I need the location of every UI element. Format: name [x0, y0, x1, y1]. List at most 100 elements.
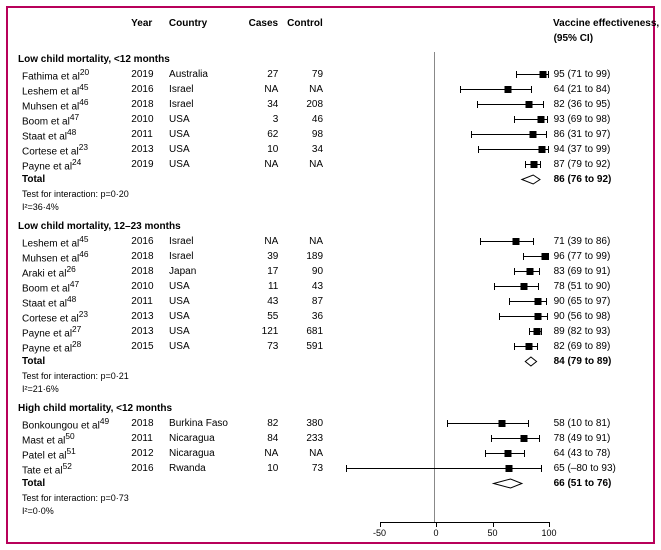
study-year: 2016 [131, 463, 169, 474]
forest-cell [323, 431, 548, 446]
study-ve: 94 (37 to 99) [548, 144, 643, 155]
point-estimate [534, 313, 541, 320]
forest-cell-total [323, 172, 548, 187]
forest-cell-total [323, 354, 548, 369]
forest-cell [323, 339, 548, 354]
study-control: 87 [278, 296, 323, 307]
study-ve: 90 (56 to 98) [548, 311, 643, 322]
study-row: Payne et al272013USA12168189 (82 to 93) [18, 324, 643, 339]
study-cases: 43 [239, 296, 279, 307]
study-cases: NA [239, 159, 279, 170]
total-row: Total84 (79 to 89) [18, 354, 643, 369]
forest-cell [323, 446, 548, 461]
study-ve: 87 (79 to 92) [548, 159, 643, 170]
study-year: 2010 [131, 114, 169, 125]
study-cases: 17 [239, 266, 279, 277]
forest-cell [323, 127, 548, 142]
study-cases: 55 [239, 311, 279, 322]
study-row: Patel et al512012NicaraguaNANA64 (43 to … [18, 446, 643, 461]
study-year: 2010 [131, 281, 169, 292]
point-estimate [533, 328, 540, 335]
study-label: Araki et al26 [18, 264, 131, 279]
header-row: Year Country Cases Control Vaccine effec… [18, 16, 643, 31]
study-label: Patel et al51 [18, 446, 131, 461]
point-estimate [538, 116, 545, 123]
study-year: 2013 [131, 326, 169, 337]
study-row: Leshem et al452016IsraelNANA71 (39 to 86… [18, 234, 643, 249]
point-estimate [526, 268, 533, 275]
total-row: Total66 (51 to 76) [18, 476, 643, 491]
study-country: Australia [169, 69, 239, 80]
forest-cell [323, 416, 548, 431]
study-ve: 65 (–80 to 93) [548, 463, 643, 474]
study-label: Staat et al48 [18, 294, 131, 309]
study-row: Muhsen et al462018Israel3918996 (77 to 9… [18, 249, 643, 264]
point-estimate [534, 298, 541, 305]
point-estimate [505, 86, 512, 93]
study-country: Burkina Faso [169, 418, 239, 429]
forest-cell [323, 234, 548, 249]
study-ve: 82 (36 to 95) [548, 99, 643, 110]
point-estimate [525, 343, 532, 350]
point-estimate [506, 465, 513, 472]
study-country: USA [169, 159, 239, 170]
study-control: 36 [278, 311, 323, 322]
section-footer: Test for interaction: p=0·20 [18, 187, 643, 200]
study-label: Staat et al48 [18, 127, 131, 142]
forest-cell [323, 157, 548, 172]
forest-cell [323, 324, 548, 339]
section-footer: I²=21·6% [18, 382, 643, 395]
study-control: 591 [278, 341, 323, 352]
study-ve: 78 (49 to 91) [548, 433, 643, 444]
total-ve: 86 (76 to 92) [548, 174, 643, 185]
axis-tick-label: -50 [373, 528, 386, 538]
study-ve: 95 (71 to 99) [548, 69, 643, 80]
section-footer: Test for interaction: p=0·73 [18, 491, 643, 504]
axis-row: -50 0 50 100 [18, 523, 643, 538]
axis-tick-label: 100 [542, 528, 557, 538]
study-control: NA [278, 84, 323, 95]
forest-cell [323, 294, 548, 309]
study-control: 208 [278, 99, 323, 110]
study-country: USA [169, 144, 239, 155]
section-footer: I²=0·0% [18, 504, 643, 517]
study-label: Muhsen et al46 [18, 97, 131, 112]
study-row: Fathima et al202019Australia277995 (71 t… [18, 67, 643, 82]
study-year: 2019 [131, 69, 169, 80]
study-cases: 39 [239, 251, 279, 262]
study-cases: 62 [239, 129, 279, 140]
axis-tick-label: 50 [488, 528, 498, 538]
study-cases: NA [239, 84, 279, 95]
study-year: 2018 [131, 99, 169, 110]
study-label: Cortese et al23 [18, 309, 131, 324]
study-row: Araki et al262018Japan179083 (69 to 91) [18, 264, 643, 279]
study-label: Tate et al52 [18, 461, 131, 476]
study-cases: 84 [239, 433, 279, 444]
study-country: Israel [169, 84, 239, 95]
study-control: 98 [278, 129, 323, 140]
study-label: Bonkoungou et al49 [18, 416, 131, 431]
hdr-country: Country [169, 18, 238, 29]
study-ve: 78 (51 to 90) [548, 281, 643, 292]
study-cases: 10 [239, 144, 279, 155]
study-country: Rwanda [169, 463, 239, 474]
study-cases: NA [239, 448, 279, 459]
forest-cell [323, 142, 548, 157]
study-country: Israel [169, 251, 239, 262]
study-country: USA [169, 281, 239, 292]
study-label: Boom et al47 [18, 112, 131, 127]
point-estimate [541, 253, 548, 260]
study-year: 2011 [131, 129, 169, 140]
study-country: Israel [169, 99, 239, 110]
hdr-cases: Cases [238, 18, 278, 29]
total-label: Total [18, 174, 131, 185]
total-label: Total [18, 356, 131, 367]
axis-tick-label: 0 [434, 528, 439, 538]
study-country: USA [169, 296, 239, 307]
header-row-2: (95% CI) [18, 31, 643, 46]
study-ve: 93 (69 to 98) [548, 114, 643, 125]
total-row: Total 86 (76 to 92) [18, 172, 643, 187]
study-cases: 82 [239, 418, 279, 429]
study-ve: 58 (10 to 81) [548, 418, 643, 429]
study-cases: 27 [239, 69, 279, 80]
